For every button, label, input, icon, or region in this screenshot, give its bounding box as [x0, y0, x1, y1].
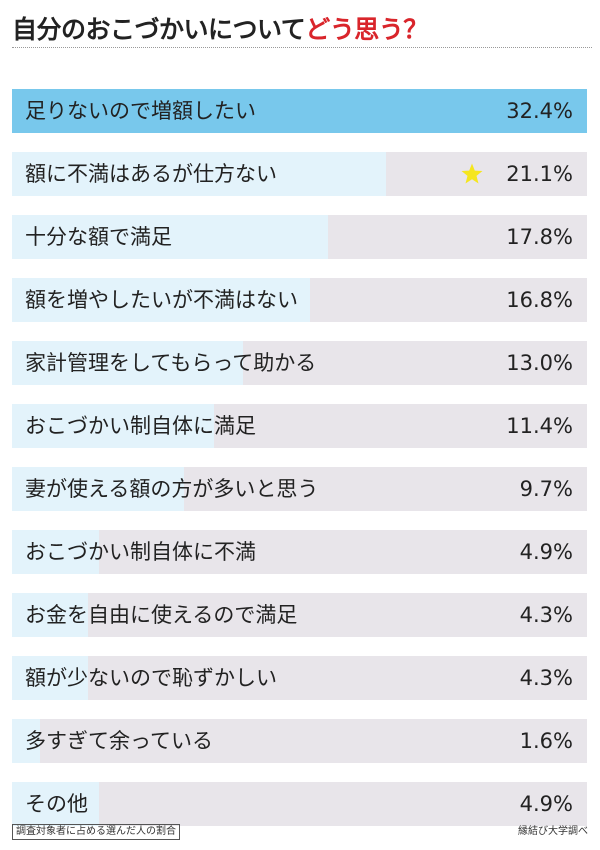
bar-value: 4.9%	[519, 792, 573, 816]
bar-value: 4.3%	[519, 603, 573, 627]
bar	[12, 341, 243, 385]
bar-label: 家計管理をしてもらって助かる	[25, 351, 317, 375]
bar-row: その他 4.9%	[12, 782, 587, 826]
bar	[12, 719, 40, 763]
bar-value: 1.6%	[519, 729, 573, 753]
bar-row: 多すぎて余っている 1.6%	[12, 719, 587, 763]
bar-row: 足りないので増額したい 32.4%	[12, 89, 587, 133]
bar-label: 額を増やしたいが不満はない	[25, 288, 298, 312]
bar-label: 額に不満はあるが仕方ない	[25, 162, 277, 186]
bar-label: 額が少ないので恥ずかしい	[25, 666, 277, 690]
bar-label: 足りないので増額したい	[25, 99, 256, 123]
bar-label: おこづかい制自体に不満	[25, 540, 256, 564]
chart-title-accent: どう思う？	[305, 15, 428, 44]
bar-value: 16.8%	[506, 288, 573, 312]
bar-value: 4.3%	[519, 666, 573, 690]
bar-label: 妻が使える額の方が多いと思う	[25, 477, 319, 501]
bar-value: 32.4%	[506, 99, 573, 123]
bar-value: 13.0%	[506, 351, 573, 375]
bar-row: おこづかい制自体に満足 11.4%	[12, 404, 587, 448]
bar-label: 多すぎて余っている	[25, 729, 213, 753]
chart-title-main: 自分のおこづかいについて	[12, 15, 306, 44]
bar	[12, 593, 88, 637]
bar-row: おこづかい制自体に不満 4.9%	[12, 530, 587, 574]
bar	[12, 782, 99, 826]
title-divider	[12, 46, 592, 48]
chart-title: 自分のおこづかいについてどう思う？	[12, 10, 428, 46]
bar-row: 妻が使える額の方が多いと思う 9.7%	[12, 467, 587, 511]
bar-row: 家計管理をしてもらって助かる 13.0%	[12, 341, 587, 385]
bar-row: 額を増やしたいが不満はない 16.8%	[12, 278, 587, 322]
bar	[12, 656, 88, 700]
bar	[12, 278, 310, 322]
bar-label: お金を自由に使えるので満足	[25, 603, 298, 627]
bar	[12, 152, 386, 196]
bar-value: 17.8%	[506, 225, 573, 249]
bar	[12, 530, 99, 574]
bar-value: 11.4%	[506, 414, 573, 438]
bar-label: 十分な額で満足	[25, 225, 172, 249]
bar-chart: 足りないので増額したい 32.4% 額に不満はあるが仕方ない 21.1% 十分な額で満足…	[12, 89, 587, 845]
bar	[12, 404, 214, 448]
bar-value: 4.9%	[519, 540, 573, 564]
star-icon	[461, 163, 483, 184]
bar	[12, 89, 587, 133]
bar-value: 9.7%	[519, 477, 573, 501]
bar-row: お金を自由に使えるので満足 4.3%	[12, 593, 587, 637]
bar	[12, 215, 328, 259]
bar-label: その他	[25, 792, 88, 816]
source-credit: 縁結び大学調べ	[518, 826, 588, 837]
bar-value: 21.1%	[506, 162, 573, 186]
bar	[12, 467, 184, 511]
bar-row: 額に不満はあるが仕方ない 21.1%	[12, 152, 587, 196]
bar-label: おこづかい制自体に満足	[25, 414, 256, 438]
bar-row: 十分な額で満足 17.8%	[12, 215, 587, 259]
bar-row: 額が少ないので恥ずかしい 4.3%	[12, 656, 587, 700]
survey-note: 調査対象者に占める選んだ人の割合	[12, 824, 180, 840]
